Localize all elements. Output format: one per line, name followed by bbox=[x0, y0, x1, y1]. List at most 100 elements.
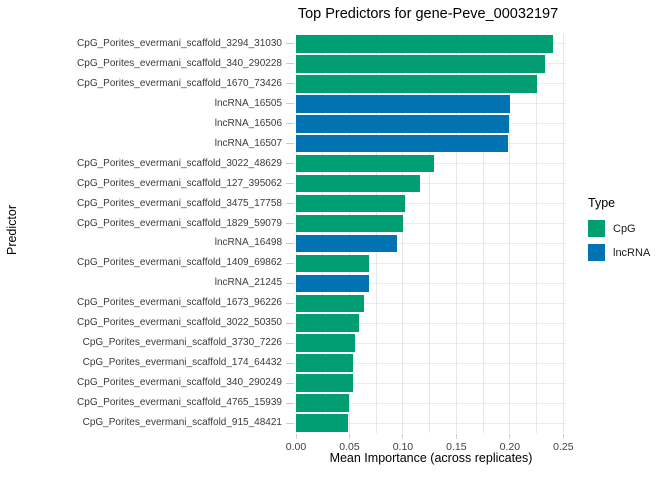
bar bbox=[296, 35, 553, 53]
y-tick-mark bbox=[286, 382, 294, 384]
y-tick-mark bbox=[286, 322, 294, 324]
gridline-horizontal bbox=[296, 342, 566, 344]
bar bbox=[296, 354, 353, 372]
bar bbox=[296, 214, 403, 233]
y-tick-mark bbox=[286, 63, 294, 65]
x-tick-label: 0.20 bbox=[499, 441, 521, 453]
plot-area bbox=[296, 34, 566, 433]
x-tick-mark bbox=[402, 434, 404, 439]
legend-entry-label: CpG bbox=[613, 222, 636, 235]
gridline-vertical bbox=[509, 34, 511, 433]
gridline-horizontal bbox=[296, 362, 566, 364]
bar bbox=[296, 134, 508, 153]
y-tick-label: CpG_Porites_evermani_scaffold_1409_69862 bbox=[77, 257, 282, 269]
gridline-horizontal bbox=[296, 422, 566, 424]
gridline-vertical bbox=[429, 34, 431, 433]
gridline-horizontal bbox=[296, 262, 566, 264]
y-tick-label: lncRNA_16507 bbox=[214, 137, 282, 149]
y-tick-mark bbox=[286, 223, 294, 225]
bar bbox=[296, 414, 349, 432]
y-tick-label: lncRNA_21245 bbox=[214, 277, 282, 289]
y-tick-mark bbox=[286, 83, 294, 85]
legend: Type CpG lncRNA bbox=[588, 196, 650, 268]
y-tick-label: lncRNA_16506 bbox=[214, 117, 282, 129]
bar bbox=[296, 75, 537, 93]
bar bbox=[296, 334, 355, 352]
y-tick-label: CpG_Porites_evermani_scaffold_3022_48629 bbox=[77, 157, 282, 169]
y-tick-mark bbox=[286, 402, 294, 404]
bar bbox=[296, 154, 434, 173]
gridline-horizontal bbox=[296, 183, 566, 185]
y-tick-label: CpG_Porites_evermani_scaffold_1670_73426 bbox=[77, 77, 282, 89]
bar bbox=[296, 394, 350, 412]
y-tick-mark bbox=[286, 103, 294, 105]
y-tick-label: lncRNA_16505 bbox=[214, 97, 282, 109]
bar bbox=[296, 274, 369, 293]
y-tick-label: CpG_Porites_evermani_scaffold_915_48421 bbox=[82, 417, 282, 429]
gridline-vertical bbox=[562, 34, 564, 433]
gridline-vertical bbox=[455, 34, 457, 433]
y-tick-label: CpG_Porites_evermani_scaffold_4765_15939 bbox=[77, 397, 282, 409]
gridline-vertical bbox=[375, 34, 377, 433]
y-tick-mark bbox=[286, 362, 294, 364]
bar bbox=[296, 114, 509, 133]
bar bbox=[296, 95, 510, 113]
x-tick-label: 0.05 bbox=[339, 441, 360, 453]
gridline-horizontal bbox=[296, 302, 566, 304]
x-tick-label: 0.10 bbox=[392, 441, 414, 453]
y-tick-mark bbox=[286, 422, 294, 424]
x-tick-label: 0.00 bbox=[285, 441, 307, 453]
x-tick-label: 0.15 bbox=[446, 441, 467, 453]
legend-entry-label: lncRNA bbox=[613, 246, 651, 259]
x-tick-mark bbox=[562, 434, 564, 439]
legend-color-swatch bbox=[588, 220, 605, 237]
y-tick-label: CpG_Porites_evermani_scaffold_127_395062 bbox=[77, 177, 282, 189]
y-tick-mark bbox=[286, 342, 294, 344]
legend-entry: CpG bbox=[588, 220, 650, 237]
y-tick-label: CpG_Porites_evermani_scaffold_1829_59079 bbox=[77, 217, 282, 229]
bar bbox=[296, 374, 353, 392]
y-tick-mark bbox=[286, 262, 294, 264]
y-tick-mark bbox=[286, 302, 294, 304]
x-tick-mark bbox=[348, 434, 350, 439]
y-tick-mark bbox=[286, 163, 294, 165]
y-tick-label: CpG_Porites_evermani_scaffold_3475_17758 bbox=[77, 197, 282, 209]
y-tick-label: lncRNA_16498 bbox=[214, 237, 282, 249]
gridline-vertical bbox=[402, 34, 404, 433]
y-tick-mark bbox=[286, 183, 294, 185]
gridline-vertical bbox=[348, 34, 350, 433]
y-tick-mark bbox=[286, 143, 294, 145]
bar bbox=[296, 55, 546, 73]
legend-color-swatch bbox=[588, 244, 605, 261]
y-tick-label: CpG_Porites_evermani_scaffold_3294_31030 bbox=[77, 37, 282, 49]
legend-entries: CpG lncRNA bbox=[588, 220, 650, 261]
y-tick-label: CpG_Porites_evermani_scaffold_1673_96226 bbox=[77, 297, 282, 309]
y-tick-label: CpG_Porites_evermani_scaffold_174_64432 bbox=[82, 357, 282, 369]
y-tick-mark bbox=[286, 203, 294, 205]
y-tick-mark bbox=[286, 242, 294, 244]
y-tick-label: CpG_Porites_evermani_scaffold_3022_50350 bbox=[77, 317, 282, 329]
bar bbox=[296, 234, 397, 253]
gridline-horizontal bbox=[296, 203, 566, 205]
bar bbox=[296, 254, 369, 273]
gridline-horizontal bbox=[296, 282, 566, 284]
y-tick-label: CpG_Porites_evermani_scaffold_340_290249 bbox=[77, 377, 282, 389]
gridline-horizontal bbox=[296, 402, 566, 404]
gridline-vertical bbox=[482, 34, 484, 433]
x-tick-mark bbox=[509, 434, 511, 439]
gridline-vertical bbox=[296, 34, 297, 433]
bar bbox=[296, 174, 421, 193]
gridline-vertical bbox=[536, 34, 538, 433]
chart-title: Top Predictors for gene-Peve_00032197 bbox=[297, 6, 559, 22]
bar bbox=[296, 294, 365, 313]
x-axis-label: Mean Importance (across replicates) bbox=[329, 451, 533, 465]
legend-title: Type bbox=[588, 196, 616, 210]
x-tick-label: 0.25 bbox=[553, 441, 574, 453]
bar bbox=[296, 194, 406, 213]
gridline-horizontal bbox=[296, 322, 566, 324]
legend-entry: lncRNA bbox=[588, 244, 650, 261]
gridline-horizontal bbox=[296, 242, 566, 244]
x-tick-mark bbox=[455, 434, 457, 439]
x-tick-mark bbox=[295, 434, 297, 439]
